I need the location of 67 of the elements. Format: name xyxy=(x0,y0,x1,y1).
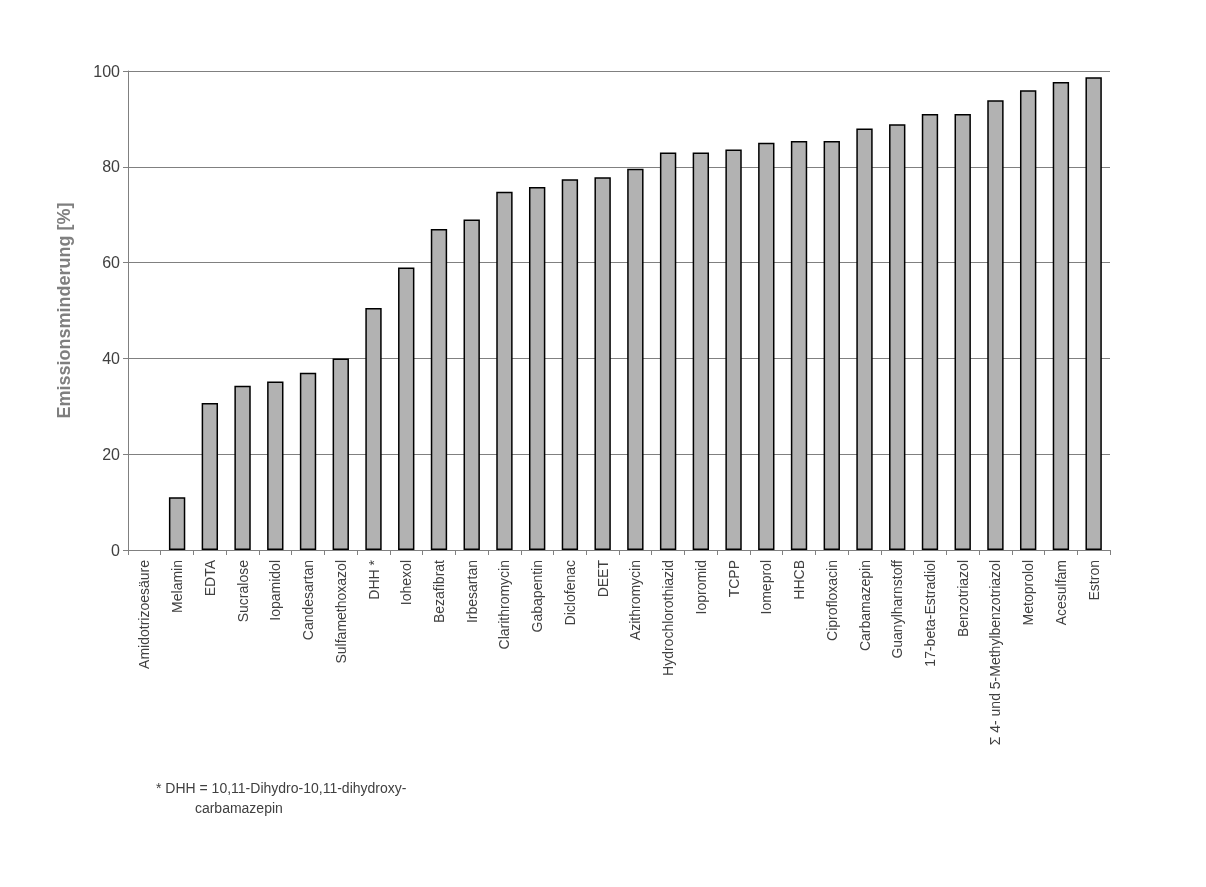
x-tick-label: Diclofenac xyxy=(561,560,578,626)
bar xyxy=(1019,90,1037,550)
bar xyxy=(659,152,677,550)
y-tick-label: 20 xyxy=(102,445,121,463)
x-tick-label: 17-beta-Estradiol xyxy=(921,560,938,667)
bar xyxy=(856,128,873,550)
bar xyxy=(332,358,349,550)
bar xyxy=(463,219,480,550)
x-tick-label: Sulfamethoxazol xyxy=(332,560,349,664)
bar xyxy=(398,267,415,550)
x-tick-label: DEET xyxy=(594,559,611,598)
bar xyxy=(692,152,710,550)
x-tick-label: Iomeprol xyxy=(758,560,775,615)
bar xyxy=(627,168,644,550)
x-tick-label: Guanylharnstoff xyxy=(889,559,906,659)
x-tick-label: Hydrochlorothiazid xyxy=(660,560,677,676)
bar xyxy=(528,186,546,550)
bar xyxy=(299,372,317,550)
x-tick-label: HHCB xyxy=(791,560,808,600)
bar xyxy=(823,140,840,550)
bar xyxy=(201,402,219,550)
x-tick-label: Iohexol xyxy=(398,560,415,606)
x-tick-label: Clarithromycin xyxy=(496,560,513,650)
x-tick-label: Iopromid xyxy=(692,560,709,615)
bar xyxy=(496,191,513,550)
bar xyxy=(889,124,906,550)
x-tick-label: Amidotrizoesäure xyxy=(136,559,153,669)
y-tick-label: 100 xyxy=(93,62,121,80)
y-tick-label: 60 xyxy=(102,254,121,272)
bar xyxy=(758,142,775,550)
y-tick-label: 0 xyxy=(111,541,121,559)
bar xyxy=(790,140,808,550)
bar xyxy=(234,385,251,550)
text: * DHH = 10,11-Dihydro-10,11-dihydroxy- carbamazepin xyxy=(156,780,407,816)
x-tick-label: DHH * xyxy=(365,559,382,600)
x-tick-label: EDTA xyxy=(201,559,218,597)
y-axis-title: Emissionsminderung [%] xyxy=(54,202,74,419)
bar xyxy=(725,149,742,550)
x-tick-label: Carbamazepin xyxy=(856,560,873,652)
bar xyxy=(365,308,382,550)
x-tick-label: Candesartan xyxy=(300,560,317,641)
bar xyxy=(561,179,579,550)
x-tick-label: Estron xyxy=(1085,560,1102,601)
bar xyxy=(168,497,186,550)
bar xyxy=(987,100,1004,550)
x-tick-label: Iopamidol xyxy=(267,560,284,621)
bar xyxy=(1052,82,1070,550)
x-tick-label: Irbesartan xyxy=(463,560,480,624)
bar xyxy=(267,381,284,550)
bar xyxy=(954,114,971,550)
bar xyxy=(594,177,611,550)
x-tick-label: Gabapentin xyxy=(529,560,546,633)
x-tick-label: Bezafibrat xyxy=(430,559,447,624)
x-tick-label: Σ 4- und 5-Methylbenzotriazol xyxy=(987,560,1004,746)
bar xyxy=(921,114,939,550)
bar xyxy=(430,229,448,550)
x-tick-label: Sucralose xyxy=(234,559,251,623)
x-tick-label: Azithromycin xyxy=(627,560,644,641)
x-tick-label: TCPP xyxy=(725,560,742,598)
x-tick-label: Benzotriazol xyxy=(954,560,971,638)
y-tick-label: 80 xyxy=(102,158,121,176)
x-tick-label: Melamin xyxy=(169,560,186,613)
x-tick-label: Metoprolol xyxy=(1020,560,1037,626)
x-tick-label: Ciprofloxacin xyxy=(823,560,840,641)
x-tick-label: Acesulfam xyxy=(1052,560,1069,626)
bar xyxy=(1085,77,1102,550)
y-tick-label: 40 xyxy=(102,349,121,367)
